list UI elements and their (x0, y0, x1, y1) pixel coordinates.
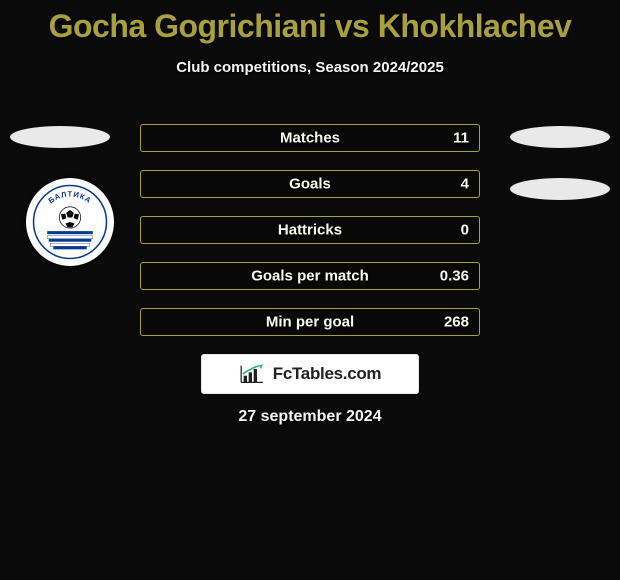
stat-value: 0 (461, 222, 469, 239)
stat-label: Goals per match (141, 268, 479, 285)
right-ellipse-2 (510, 178, 610, 200)
stat-row: Matches 11 (140, 124, 480, 152)
stat-value: 0.36 (440, 268, 469, 285)
fctables-chart-icon (239, 364, 265, 384)
fctables-link[interactable]: FcTables.com (201, 354, 419, 394)
stat-row: Goals per match 0.36 (140, 262, 480, 290)
page-title: Gocha Gogrichiani vs Khokhlachev (0, 0, 620, 45)
team-crest: БАЛТИКА (26, 178, 114, 266)
crest-ball-icon (59, 207, 80, 228)
stat-label: Hattricks (141, 222, 479, 239)
stat-row: Min per goal 268 (140, 308, 480, 336)
stat-label: Min per goal (141, 314, 479, 331)
stat-row: Goals 4 (140, 170, 480, 198)
crest-icon: БАЛТИКА (32, 184, 108, 260)
left-ellipse-1 (10, 126, 110, 148)
subtitle: Club competitions, Season 2024/2025 (0, 59, 620, 76)
stat-label: Matches (141, 130, 479, 147)
fctables-logo-text: FcTables.com (273, 364, 382, 384)
date-text: 27 september 2024 (0, 408, 620, 426)
stats-bars: Matches 11 Goals 4 Hattricks 0 Goals per… (140, 124, 480, 354)
stat-label: Goals (141, 176, 479, 193)
stat-row: Hattricks 0 (140, 216, 480, 244)
stat-value: 4 (461, 176, 469, 193)
crest-waves-icon (47, 231, 93, 249)
right-ellipse-1 (510, 126, 610, 148)
stat-value: 268 (444, 314, 469, 331)
stat-value: 11 (453, 130, 469, 147)
